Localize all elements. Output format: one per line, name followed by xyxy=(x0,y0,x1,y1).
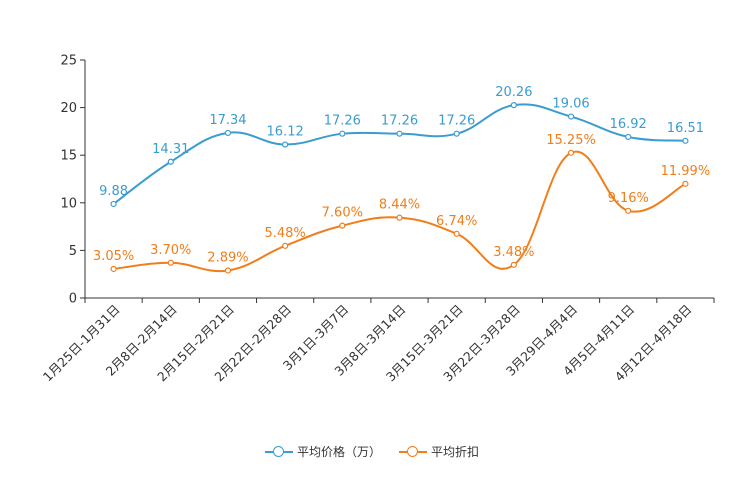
data-label: 17.26 xyxy=(324,114,361,129)
data-label: 8.44% xyxy=(379,198,420,213)
y-tick-label: 25 xyxy=(60,54,77,69)
legend: 平均价格（万） 平均折扣 xyxy=(0,443,744,460)
data-label: 14.31 xyxy=(152,142,189,157)
data-label: 17.26 xyxy=(381,114,418,129)
data-label: 9.88 xyxy=(99,184,128,199)
legend-item-price[interactable]: 平均价格（万） xyxy=(264,443,381,460)
data-point xyxy=(510,261,517,268)
data-label: 16.12 xyxy=(267,125,304,140)
data-point xyxy=(625,207,632,214)
data-label: 17.26 xyxy=(438,114,475,129)
data-point xyxy=(110,265,117,273)
data-point xyxy=(567,149,575,156)
data-point xyxy=(682,137,689,144)
data-label: 19.06 xyxy=(552,97,589,112)
data-point xyxy=(453,130,460,137)
data-point xyxy=(110,200,117,208)
legend-price-label: 平均价格（万） xyxy=(296,445,381,459)
data-point xyxy=(339,222,346,229)
data-label: 11.99% xyxy=(661,164,711,179)
data-point xyxy=(167,158,174,165)
data-point xyxy=(567,113,575,120)
y-tick-label: 20 xyxy=(60,101,77,116)
data-label: 16.92 xyxy=(610,117,647,132)
series-line-1 xyxy=(113,150,686,273)
data-point xyxy=(396,214,403,221)
legend-item-discount[interactable]: 平均折扣 xyxy=(399,443,479,460)
legend-discount-label: 平均折扣 xyxy=(431,445,480,459)
data-point xyxy=(167,259,174,266)
data-point xyxy=(682,180,689,187)
data-label: 17.34 xyxy=(209,113,246,128)
data-point xyxy=(396,130,403,137)
data-label: 16.51 xyxy=(667,121,704,136)
data-label: 6.74% xyxy=(436,214,477,229)
data-point xyxy=(453,230,460,237)
data-point xyxy=(224,267,232,274)
data-label: 5.48% xyxy=(264,226,305,241)
data-point xyxy=(625,133,632,141)
data-label: 9.16% xyxy=(608,191,649,206)
data-label: 20.26 xyxy=(495,85,532,100)
y-tick-label: 15 xyxy=(60,149,77,164)
data-point xyxy=(282,141,289,148)
y-tick-label: 5 xyxy=(69,244,77,259)
data-label: 3.70% xyxy=(150,243,191,258)
legend-discount-symbol-icon xyxy=(399,445,427,459)
series-lines xyxy=(110,102,689,274)
data-label: 2.89% xyxy=(207,250,248,265)
y-tick-label: 0 xyxy=(69,292,77,307)
data-point xyxy=(282,242,289,249)
legend-price-symbol-icon xyxy=(264,445,293,459)
data-point xyxy=(224,129,232,137)
data-labels: 9.88 14.31 17.34 16.12 17.26 17.26 17.26 20.26 1… xyxy=(93,85,710,265)
data-label: 3.48% xyxy=(493,245,534,260)
data-label: 3.05% xyxy=(93,249,134,264)
data-point xyxy=(510,102,517,109)
data-label: 7.60% xyxy=(322,206,363,221)
y-tick-label: 10 xyxy=(60,196,77,211)
data-label: 15.25% xyxy=(546,133,596,148)
data-point xyxy=(339,130,346,137)
